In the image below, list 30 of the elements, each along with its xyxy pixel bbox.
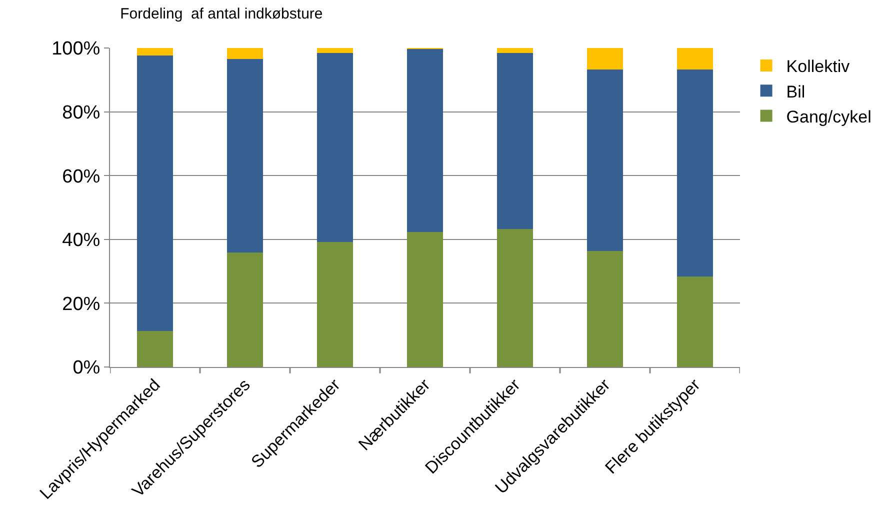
chart-title: Fordeling af antal indkøbsture (120, 5, 323, 22)
bar (137, 55, 173, 331)
bar (587, 48, 623, 70)
bar (227, 58, 263, 252)
bar (137, 330, 173, 367)
y-tick-label: 80% (62, 102, 100, 124)
bar (497, 48, 533, 53)
bar (587, 69, 623, 252)
bar (407, 48, 443, 232)
bar (497, 52, 533, 230)
bar (497, 229, 533, 367)
legend-label: Gang/cykel (786, 107, 872, 126)
bar (317, 48, 353, 54)
y-tick-label: 100% (52, 38, 100, 60)
bar (137, 48, 173, 56)
y-tick-label: 0% (72, 358, 100, 379)
bar (677, 276, 713, 367)
legend-label: Bil (786, 82, 806, 102)
bar (317, 53, 353, 242)
y-tick-label: 20% (62, 294, 100, 315)
bar (227, 252, 263, 367)
y-tick-label: 60% (62, 166, 100, 188)
y-tick-label: 40% (62, 230, 100, 252)
bar (317, 242, 353, 367)
bar (677, 69, 713, 276)
bar (407, 232, 443, 367)
bar (677, 48, 713, 70)
bar (227, 48, 263, 59)
bar (587, 251, 623, 367)
legend-label: Kollektiv (786, 57, 850, 76)
